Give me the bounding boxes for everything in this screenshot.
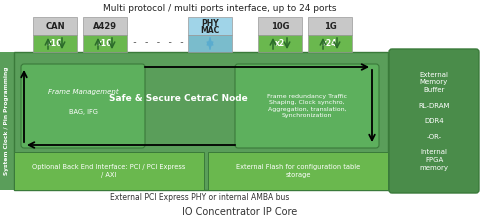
Text: External
Memory
Buffer

RL-DRAM

DDR4

-OR-

Internal
FPGA
memory: External Memory Buffer RL-DRAM DDR4 -OR-… [418, 72, 450, 170]
FancyBboxPatch shape [33, 17, 77, 35]
FancyBboxPatch shape [188, 35, 232, 52]
FancyBboxPatch shape [14, 152, 204, 190]
Text: Multi protocol / multi ports interface, up to 24 ports: Multi protocol / multi ports interface, … [103, 4, 337, 13]
FancyBboxPatch shape [235, 64, 379, 148]
Text: System Clock / Pin Programming: System Clock / Pin Programming [4, 67, 10, 175]
FancyBboxPatch shape [258, 17, 302, 35]
Text: IO Concentrator IP Core: IO Concentrator IP Core [182, 207, 298, 217]
FancyBboxPatch shape [0, 52, 14, 190]
Text: BAG, IFG: BAG, IFG [69, 109, 97, 115]
Text: x16: x16 [48, 39, 63, 48]
Text: External Flash for configuration table
storage: External Flash for configuration table s… [236, 164, 360, 178]
Text: MAC: MAC [200, 26, 220, 35]
Text: x2: x2 [275, 39, 285, 48]
FancyBboxPatch shape [14, 52, 388, 190]
FancyBboxPatch shape [188, 17, 232, 35]
Text: A429: A429 [93, 22, 117, 31]
FancyBboxPatch shape [83, 17, 127, 35]
Text: 1G: 1G [324, 22, 336, 31]
FancyBboxPatch shape [33, 35, 77, 52]
Text: Frame Management: Frame Management [48, 89, 118, 95]
FancyBboxPatch shape [258, 35, 302, 52]
Text: 10G: 10G [271, 22, 289, 31]
FancyBboxPatch shape [208, 152, 388, 190]
Text: Safe & Secure CetraC Node: Safe & Secure CetraC Node [108, 94, 247, 103]
Text: Frame redundancy Traffic
Shaping, Clock synchro,
Aggregation, translation,
Synch: Frame redundancy Traffic Shaping, Clock … [267, 94, 347, 118]
FancyBboxPatch shape [308, 35, 352, 52]
FancyBboxPatch shape [21, 64, 145, 148]
Text: Optional Back End Interface: PCI / PCI Express
/ AXI: Optional Back End Interface: PCI / PCI E… [32, 164, 186, 178]
Text: x16: x16 [97, 39, 113, 48]
FancyBboxPatch shape [83, 35, 127, 52]
Text: External PCI Express PHY or internal AMBA bus: External PCI Express PHY or internal AMB… [110, 193, 290, 202]
FancyBboxPatch shape [308, 17, 352, 35]
Text: x24: x24 [322, 39, 338, 48]
Text: CAN: CAN [45, 22, 65, 31]
Text: PHY: PHY [201, 19, 219, 28]
FancyBboxPatch shape [389, 49, 479, 193]
Text: - - - - -: - - - - - [132, 37, 184, 47]
